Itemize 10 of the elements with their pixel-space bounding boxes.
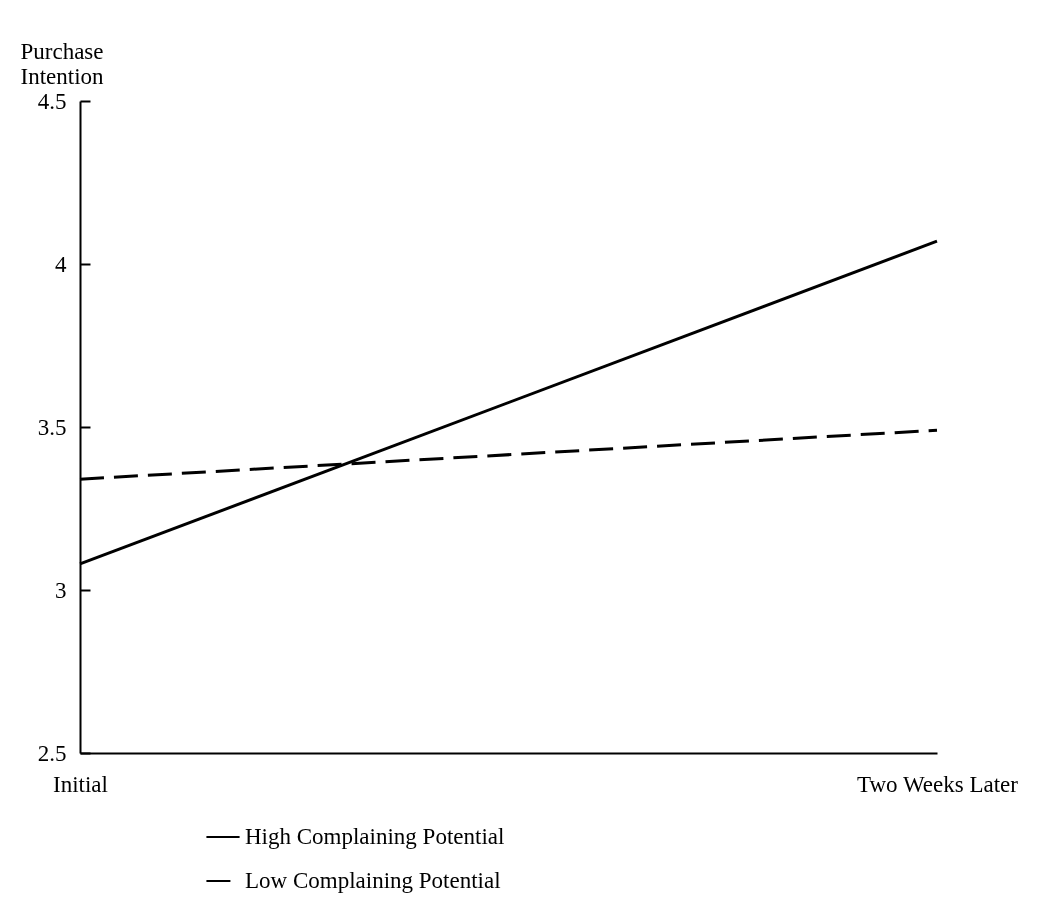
- legend-label: High Complaining Potential: [245, 824, 505, 849]
- y-tick-label: 2.5: [37, 740, 67, 766]
- y-tick-label: 4: [55, 251, 67, 277]
- x-tick-label: Two Weeks Later: [857, 771, 1019, 797]
- x-tick-label: Initial: [53, 771, 108, 797]
- y-tick-label: 3.5: [37, 414, 67, 440]
- y-tick-label: 3: [55, 577, 67, 603]
- y-tick-label: 4.5: [37, 88, 67, 114]
- legend-label: Low Complaining Potential: [245, 868, 501, 893]
- y-axis-title: Purchase Intention: [20, 38, 105, 89]
